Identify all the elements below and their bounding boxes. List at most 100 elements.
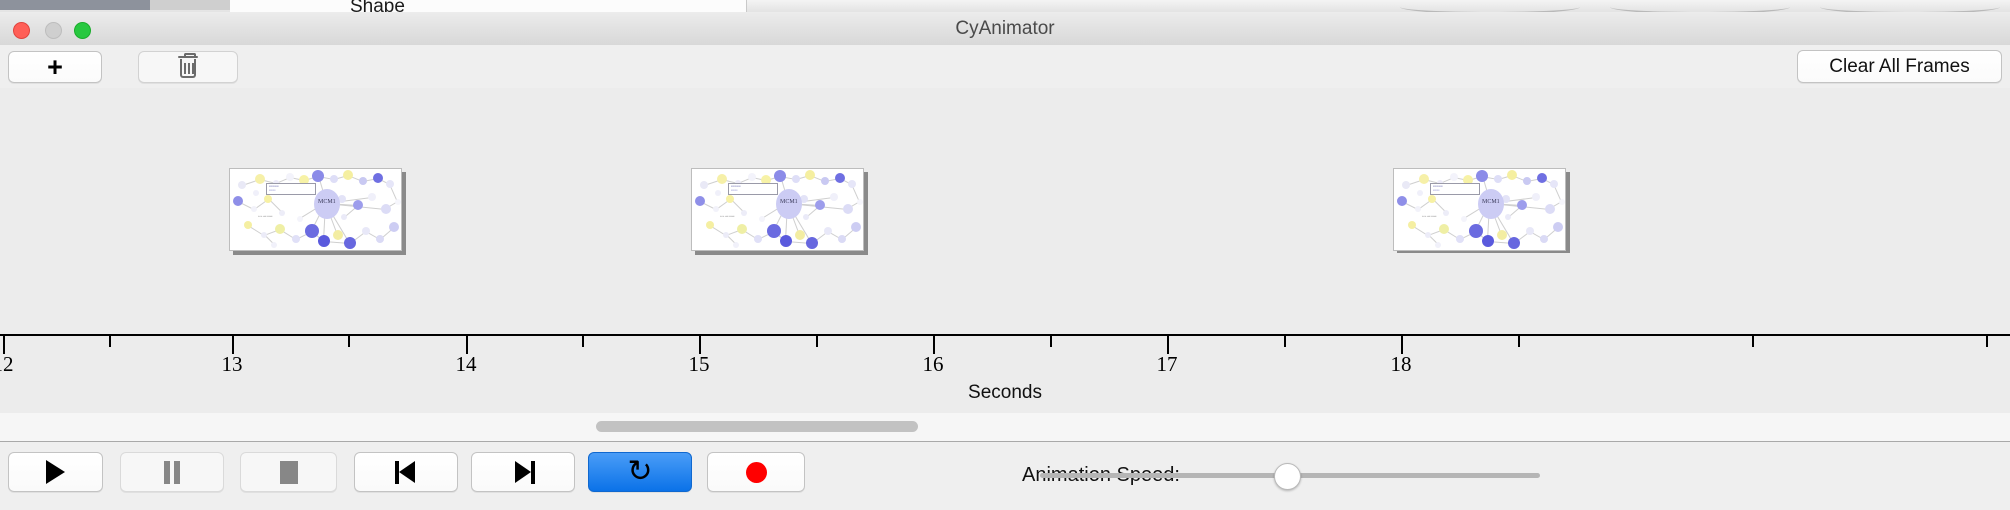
graph-hub-label: MCM1 <box>780 199 798 205</box>
graph-node <box>1497 230 1507 240</box>
graph-node <box>761 175 771 185</box>
graph-node <box>726 195 734 203</box>
graph-annotation-box: ▪▪▪▪▪▪▪▪▪ ▪▪▪▪▪▪ <box>266 183 316 195</box>
background-cell <box>416 0 507 12</box>
trash-icon <box>178 52 198 79</box>
graph-node <box>1502 195 1510 203</box>
axis-tick-label: 13 <box>221 352 243 376</box>
background-titlebar-dark <box>0 0 150 10</box>
graph-node <box>1494 175 1502 183</box>
play-button[interactable] <box>8 452 103 492</box>
timeline-scrollbar[interactable] <box>0 413 2010 442</box>
background-titlebar-gray <box>150 0 230 10</box>
minimize-icon[interactable] <box>45 22 62 39</box>
graph-node <box>341 214 347 220</box>
axis-minor-tick <box>1050 336 1052 347</box>
axis-tick <box>1167 336 1169 354</box>
timeline-frame[interactable]: MCM1 ▪▪▪▪▪▪▪▪▪ ▪▪▪▪▪▪ ▪▪ ▪▪ ▪▪▪▪ ▪▪▪▪▪▪ <box>691 168 868 255</box>
graph-node <box>395 199 401 205</box>
graph-node <box>344 237 356 249</box>
graph-node <box>1443 210 1449 216</box>
graph-node <box>244 221 252 229</box>
axis-minor-tick <box>816 336 818 347</box>
graph-node <box>848 180 856 188</box>
axis-tick-label: 12 <box>0 352 14 376</box>
graph-node <box>233 196 243 206</box>
graph-node <box>700 181 708 189</box>
pause-button[interactable] <box>120 452 224 492</box>
graph-node <box>843 204 853 214</box>
graph-node <box>305 224 319 238</box>
close-icon[interactable] <box>13 22 30 39</box>
graph-node <box>353 200 363 210</box>
graph-node <box>1428 195 1436 203</box>
graph-node <box>851 222 861 232</box>
maximize-icon[interactable] <box>74 22 91 39</box>
graph-node <box>748 173 756 181</box>
frame-thumbnail[interactable]: MCM1 ▪▪▪▪▪▪▪▪▪ ▪▪▪▪▪▪ ▪▪ ▪▪ ▪▪▪▪ ▪▪▪▪▪▪ <box>691 168 864 251</box>
graph-node <box>838 235 846 243</box>
graph-node <box>1469 224 1483 238</box>
axis-tick <box>933 336 935 354</box>
graph-node <box>1505 214 1511 220</box>
record-button[interactable] <box>707 452 805 492</box>
graph-node <box>330 175 338 183</box>
graph-node <box>359 177 367 185</box>
graph-node <box>1463 175 1473 185</box>
pause-icon <box>163 460 181 484</box>
graph-node <box>737 224 747 234</box>
record-icon <box>745 461 767 483</box>
axis-minor-tick <box>1986 336 1988 347</box>
graph-node <box>376 235 384 243</box>
graph-node <box>806 237 818 249</box>
graph-node <box>774 170 786 182</box>
graph-node <box>1540 235 1548 243</box>
frame-thumbnail[interactable]: MCM1 ▪▪▪▪▪▪▪▪▪ ▪▪▪▪▪▪ ▪▪ ▪▪ ▪▪▪▪ ▪▪▪▪▪▪ <box>229 168 402 251</box>
graph-node <box>286 173 294 181</box>
graph-node <box>717 174 727 184</box>
play-icon <box>46 460 65 484</box>
graph-node <box>333 230 343 240</box>
graph-node <box>1425 232 1431 238</box>
clear-all-frames-button[interactable]: Clear All Frames <box>1797 50 2002 83</box>
graph-node <box>1526 227 1534 235</box>
graph-node <box>275 224 285 234</box>
graph-node <box>1550 180 1558 188</box>
axis-tick-label: 17 <box>1156 352 1178 376</box>
graph-node <box>733 242 739 248</box>
stop-icon <box>279 460 298 484</box>
graph-node <box>821 177 829 185</box>
graph-node <box>1545 204 1555 214</box>
graph-node <box>815 200 825 210</box>
graph-hub-label: MCM1 <box>1482 199 1500 205</box>
add-frame-button[interactable]: + <box>8 51 102 83</box>
stop-button[interactable] <box>240 452 337 492</box>
graph-node <box>253 190 259 196</box>
graph-annotation-box: ▪▪▪▪▪▪▪▪▪ ▪▪▪▪▪▪ <box>1430 183 1480 195</box>
axis-minor-tick <box>1284 336 1286 347</box>
background-cell <box>506 0 627 12</box>
background-arc <box>1820 0 2000 12</box>
animation-speed-thumb[interactable] <box>1274 463 1301 490</box>
graph-node <box>754 235 762 243</box>
graph-hub-node <box>776 189 802 219</box>
loop-button[interactable]: ↻ <box>588 452 692 492</box>
axis-tick <box>699 336 701 354</box>
axis-tick-label: 15 <box>688 352 710 376</box>
scrollbar-thumb[interactable] <box>596 421 918 432</box>
skip-end-button[interactable] <box>471 452 575 492</box>
skip-start-button[interactable] <box>354 452 458 492</box>
background-arc <box>1400 0 1580 12</box>
graph-node <box>741 210 747 216</box>
titlebar: CyAnimator <box>0 12 2010 46</box>
frame-thumbnail[interactable]: MCM1 ▪▪▪▪▪▪▪▪▪ ▪▪▪▪▪▪ ▪▪ ▪▪ ▪▪▪▪ ▪▪▪▪▪▪ <box>1393 168 1566 251</box>
graph-node <box>279 210 285 216</box>
graph-hub-label: MCM1 <box>318 199 336 205</box>
graph-node <box>238 181 246 189</box>
delete-frame-button[interactable] <box>138 51 238 83</box>
timeline-panel[interactable]: MCM1 ▪▪▪▪▪▪▪▪▪ ▪▪▪▪▪▪ ▪▪ ▪▪ ▪▪▪▪ ▪▪▪▪▪▪ MCM1… <box>0 88 2010 414</box>
graph-node <box>1435 242 1441 248</box>
timeline-frame[interactable]: MCM1 ▪▪▪▪▪▪▪▪▪ ▪▪▪▪▪▪ ▪▪ ▪▪ ▪▪▪▪ ▪▪▪▪▪▪ <box>1393 168 2010 253</box>
graph-node <box>386 180 394 188</box>
timeline-frame[interactable]: MCM1 ▪▪▪▪▪▪▪▪▪ ▪▪▪▪▪▪ ▪▪ ▪▪ ▪▪▪▪ ▪▪▪▪▪▪ <box>229 168 406 255</box>
